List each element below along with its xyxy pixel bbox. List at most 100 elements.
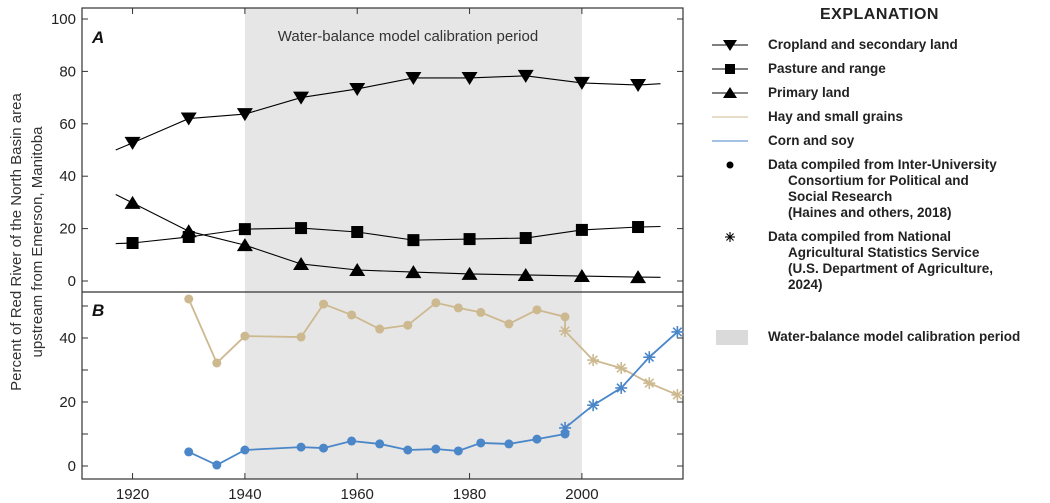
data-point (184, 447, 194, 457)
data-point (347, 436, 357, 446)
data-point (236, 238, 253, 252)
data-point (180, 224, 197, 238)
legend-symbol-line-square-icon (712, 64, 748, 74)
legend-symbol-dot-icon (726, 161, 734, 169)
data-point (560, 429, 570, 439)
y-tick-label-b: 40 (59, 330, 76, 347)
data-point (615, 362, 628, 375)
data-point (184, 294, 194, 304)
data-point (519, 232, 532, 245)
series-line (115, 194, 661, 278)
data-point (461, 71, 478, 85)
data-point (319, 443, 329, 453)
data-point (405, 71, 422, 85)
x-tick-label: 1920 (116, 486, 149, 503)
data-point (351, 226, 364, 239)
data-point (126, 237, 139, 250)
series-corn-and-soy (184, 325, 684, 470)
data-point (319, 299, 329, 309)
data-point (671, 325, 684, 338)
data-point (615, 381, 628, 394)
data-point (407, 234, 420, 247)
data-point (476, 307, 486, 317)
data-point (212, 460, 222, 470)
data-point (559, 421, 572, 434)
data-point (573, 76, 590, 90)
data-point (632, 221, 645, 234)
y-axis-label-line1: Percent of Red River of the North Basin … (8, 93, 25, 391)
chart: Water-balance model calibration period A… (8, 7, 684, 503)
data-point (296, 442, 306, 452)
legend-label: Water-balance model calibration period (768, 329, 1021, 344)
legend-symbol-gray-box-icon (716, 330, 748, 345)
calibration-period-label: Water-balance model calibration period (278, 28, 538, 45)
data-point (431, 298, 441, 308)
data-point (643, 351, 656, 364)
legend-label-continuation: Agricultural Statistics Service (788, 245, 980, 260)
data-point (240, 331, 250, 341)
data-point (643, 377, 656, 390)
legend-label: Hay and small grains (768, 109, 904, 124)
series-pasture-and-range (115, 221, 661, 250)
data-point (403, 445, 413, 455)
legend-label-continuation: (Haines and others, 2018) (788, 205, 952, 220)
data-point (124, 136, 141, 150)
legend-label: Cropland and secondary land (768, 37, 958, 52)
data-point (212, 358, 222, 368)
data-point (238, 223, 251, 236)
legend-label: Pasture and range (768, 61, 886, 76)
data-point (349, 82, 366, 96)
data-point (532, 434, 542, 444)
data-point (236, 108, 253, 122)
legend-symbol-line-blue-icon (712, 140, 748, 142)
y-tick-label-a: 20 (59, 221, 76, 238)
data-point (671, 388, 684, 401)
data-point (463, 233, 476, 246)
y-axis-label-line2: upstream from Emerson, Manitoba (29, 126, 46, 358)
y-tick-label-b: 20 (59, 394, 76, 411)
data-point (587, 354, 600, 367)
data-point (560, 312, 570, 322)
y-tick-label-a: 80 (59, 63, 76, 80)
data-point (517, 69, 534, 83)
calibration-shading (244, 8, 582, 479)
data-point (180, 112, 197, 126)
data-point (575, 223, 588, 236)
data-point (587, 399, 600, 412)
data-point (293, 91, 310, 105)
y-tick-label-b: 0 (68, 458, 76, 475)
y-tick-label-a: 0 (68, 273, 76, 290)
data-point (532, 305, 542, 315)
legend-label: Primary land (768, 85, 850, 100)
legend-symbol-line-triangle-up-icon (712, 87, 748, 98)
legend: EXPLANATION Cropland and secondary land P… (700, 0, 1050, 503)
x-tick-label: 1960 (341, 486, 374, 503)
legend-symbol-asterisk-icon (725, 232, 735, 242)
panel-b-label: B (92, 301, 104, 320)
legend-symbol-line-triangle-down-icon (712, 40, 748, 51)
data-point (453, 446, 463, 456)
data-point (405, 265, 422, 279)
data-point (375, 324, 385, 334)
x-tick-label: 1980 (453, 486, 486, 503)
legend-title: EXPLANATION (820, 6, 939, 23)
x-tick-labels: 1920 1940 1960 1980 2000 (116, 486, 599, 503)
calibration-shade-rect (244, 8, 582, 292)
data-point (504, 439, 514, 449)
legend-symbol-line-tan-icon (712, 116, 748, 118)
data-point (453, 303, 463, 313)
y-tick-label-a: 100 (51, 11, 76, 28)
data-point (293, 256, 310, 270)
y-tick-labels: 0 20 40 60 80 100 0 20 40 (51, 11, 76, 475)
data-point (630, 270, 647, 284)
data-point (124, 195, 141, 209)
data-point (517, 267, 534, 281)
data-point (349, 262, 366, 276)
series-cropland-and-secondary-land (115, 69, 661, 151)
x-tick-label: 2000 (565, 486, 598, 503)
axes-frame (81, 7, 684, 480)
data-point (431, 444, 441, 454)
series-hay-and-small-grains (184, 294, 684, 401)
data-point (573, 269, 590, 283)
data-point (296, 332, 306, 342)
